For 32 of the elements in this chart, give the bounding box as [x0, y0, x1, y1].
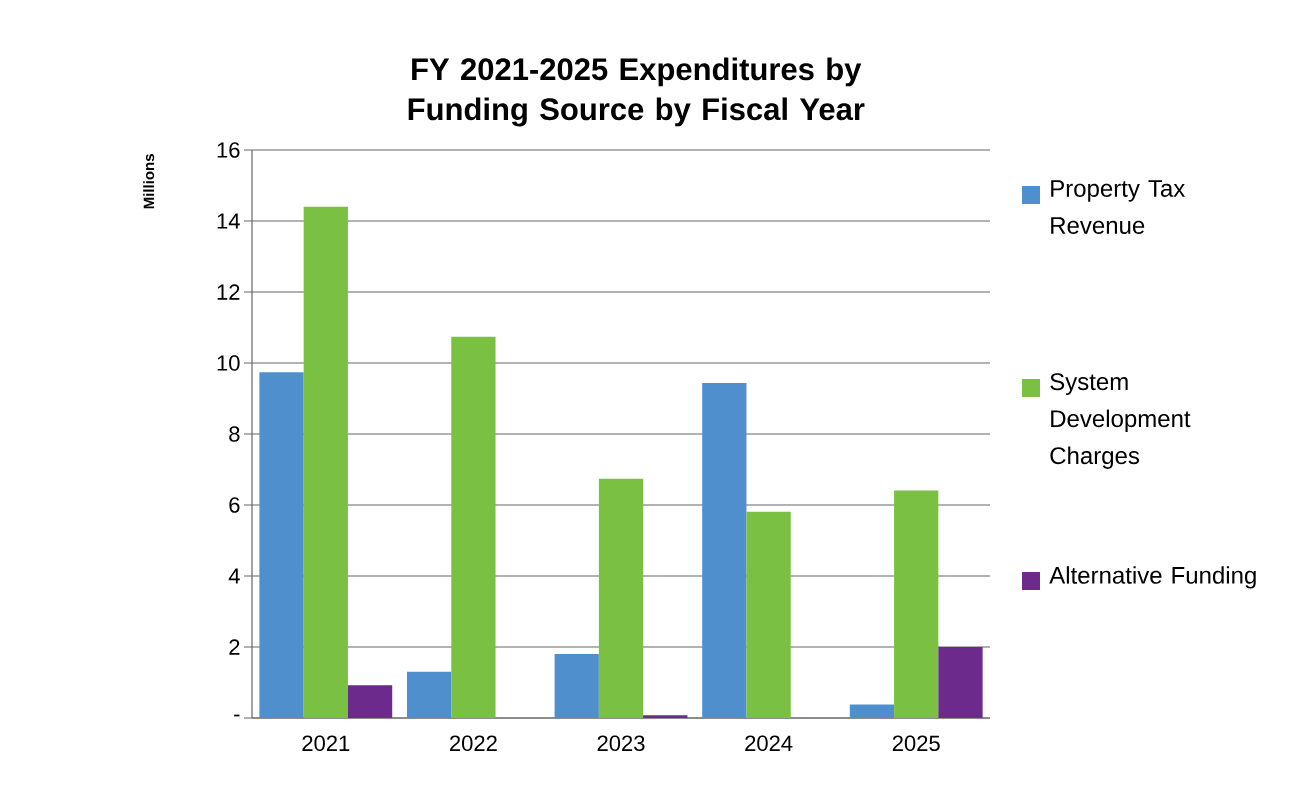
bar — [451, 336, 496, 718]
x-tick-label: 2023 — [597, 735, 645, 752]
y-tick-label: 4 — [228, 568, 240, 584]
x-tick-label: 2025 — [892, 735, 940, 752]
bar — [406, 671, 452, 718]
y-tick-label: 10 — [217, 355, 240, 371]
bar — [554, 654, 599, 718]
y-tick-label: - — [234, 714, 240, 717]
y-tick-label: 14 — [217, 213, 240, 229]
x-tick-label: 2021 — [302, 735, 350, 752]
bar — [894, 490, 939, 718]
y-tick-label: 16 — [217, 142, 240, 158]
bar — [259, 372, 304, 718]
bar — [598, 478, 644, 718]
y-tick-label: 12 — [217, 284, 240, 300]
bar — [347, 685, 393, 718]
x-tick-label: 2022 — [450, 735, 497, 752]
bar — [702, 382, 747, 718]
y-tick-label: 2 — [229, 639, 240, 655]
x-tick-label: 2024 — [745, 735, 793, 752]
legend-label: Property Tax Revenue — [1051, 180, 1186, 234]
bar — [303, 206, 348, 718]
bar — [849, 704, 895, 718]
y-axis-title: Millions — [143, 154, 155, 209]
y-tick-label: 6 — [229, 497, 240, 513]
legend-label: Alternative Funding — [1049, 566, 1256, 589]
y-tick-label: 8 — [229, 426, 240, 442]
legend-label: System Development Charges — [1050, 373, 1191, 469]
bar — [746, 511, 791, 718]
bar — [938, 647, 983, 718]
chart-title: FY 2021-2025 Expenditures by Funding Source by Fiscal Year — [408, 57, 865, 127]
bar — [643, 715, 688, 718]
